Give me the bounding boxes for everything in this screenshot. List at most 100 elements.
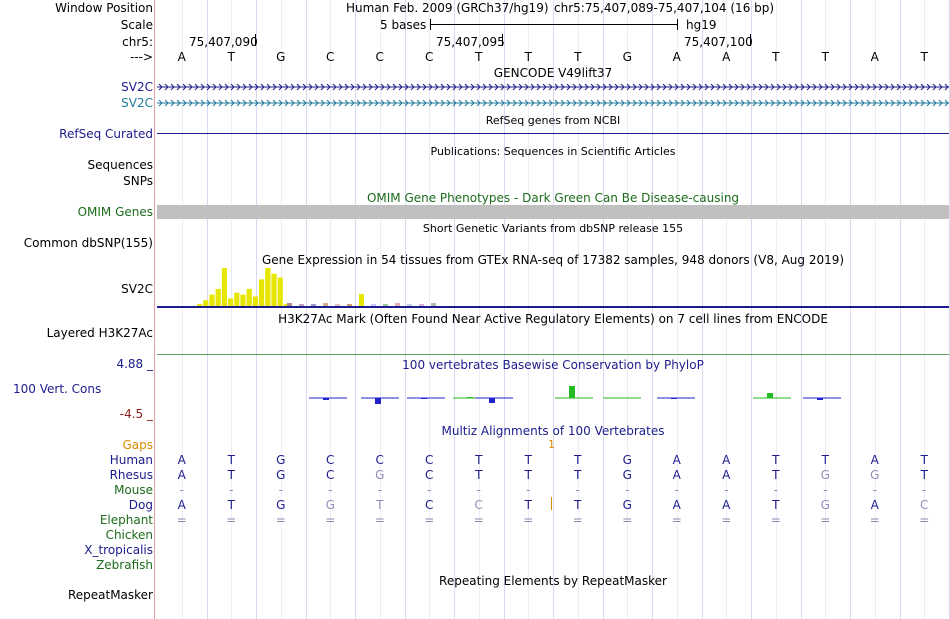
strand-arrow <box>860 99 865 107</box>
strand-arrow <box>716 99 721 107</box>
alignment-base: = <box>523 513 534 527</box>
base-letter: G <box>276 50 286 64</box>
gencode-gene-models[interactable] <box>157 82 949 108</box>
strand-arrow <box>608 99 613 107</box>
phylop-plot[interactable] <box>157 374 949 414</box>
alignment-base: A <box>870 498 879 512</box>
strand-arrow <box>818 83 823 91</box>
alignment-base: = <box>473 513 484 527</box>
strand-arrow <box>422 83 427 91</box>
phylop-label[interactable]: 100 Vert. Cons <box>13 382 102 396</box>
strand-arrow <box>638 99 643 107</box>
strand-arrow <box>590 99 595 107</box>
publications-snps-label[interactable]: SNPs <box>123 174 153 188</box>
dbsnp-label[interactable]: Common dbSNP(155) <box>23 236 153 250</box>
strand-arrow <box>794 99 799 107</box>
strand-arrow <box>176 83 181 91</box>
alignment-base: - <box>773 483 778 497</box>
strand-arrow <box>410 99 415 107</box>
multiz-title: Multiz Alignments of 100 Vertebrates <box>441 424 665 438</box>
strand-arrow <box>614 99 619 107</box>
gene-label-sv2c[interactable]: SV2C <box>121 96 153 110</box>
publications-sequences-label[interactable]: Sequences <box>87 158 153 172</box>
strand-arrow <box>458 99 463 107</box>
species-label[interactable]: Chicken <box>105 528 153 542</box>
alignment-base: T <box>821 453 829 467</box>
strand-arrow <box>260 99 265 107</box>
ruler-tick <box>750 34 751 46</box>
strand-arrow <box>488 99 493 107</box>
species-label[interactable]: Dog <box>128 498 153 512</box>
strand-arrow <box>476 83 481 91</box>
gtex-tissue-bar <box>209 294 215 306</box>
scale-label: Scale <box>120 18 153 32</box>
strand-arrow <box>662 83 667 91</box>
species-label[interactable]: X_tropicalis <box>84 543 153 557</box>
strand-arrow <box>836 99 841 107</box>
strand-arrow <box>560 83 565 91</box>
position-coords[interactable]: chr5:75,407,089-75,407,104 (16 bp) <box>554 1 775 15</box>
species-label[interactable]: Mouse <box>114 483 153 497</box>
strand-arrow <box>230 83 235 91</box>
strand-arrow <box>854 83 859 91</box>
species-label[interactable]: Elephant <box>99 513 153 527</box>
gene-label-sv2c[interactable]: SV2C <box>121 80 153 94</box>
strand-arrow <box>764 83 769 91</box>
grid-line <box>775 0 777 619</box>
strand-arrow <box>512 99 517 107</box>
strand-arrow <box>932 83 937 91</box>
h3k27ac-title: H3K27Ac Mark (Often Found Near Active Re… <box>278 312 828 326</box>
gtex-tissue-bar <box>299 304 304 306</box>
gaps-label: Gaps <box>122 438 153 452</box>
base-letter: C <box>425 50 434 64</box>
strand-arrow <box>758 83 763 91</box>
strand-arrow <box>704 99 709 107</box>
strand-arrow <box>818 99 823 107</box>
h3k27ac-label[interactable]: Layered H3K27Ac <box>46 326 153 340</box>
species-label[interactable]: Zebrafish <box>96 558 153 572</box>
grid-line <box>429 0 431 619</box>
strand-arrow <box>548 83 553 91</box>
strand-arrow <box>674 83 679 91</box>
strand-arrow <box>194 99 199 107</box>
alignment-base: C <box>425 468 434 482</box>
strand-arrow <box>530 99 535 107</box>
gtex-expression-plot[interactable] <box>157 266 949 310</box>
repeatmasker-label[interactable]: RepeatMasker <box>67 588 153 602</box>
alignment-base: T <box>227 498 235 512</box>
species-label[interactable]: Human <box>109 453 153 467</box>
strand-arrow <box>512 83 517 91</box>
publications-title: Publications: Sequences in Scientific Ar… <box>430 145 676 158</box>
omim-gene-bar[interactable] <box>157 205 949 219</box>
alignment-base: = <box>721 513 732 527</box>
strand-arrow <box>374 99 379 107</box>
strand-arrow <box>938 99 943 107</box>
strand-arrow <box>902 83 907 91</box>
strand-arrow <box>344 83 349 91</box>
strand-arrow <box>404 83 409 91</box>
gtex-tissue-bar <box>228 298 234 306</box>
strand-arrow <box>830 83 835 91</box>
strand-arrow <box>938 83 943 91</box>
strand-arrow <box>650 99 655 107</box>
gtex-label[interactable]: SV2C <box>121 282 153 296</box>
gtex-tissue-bar <box>383 304 388 306</box>
omim-label[interactable]: OMIM Genes <box>77 205 153 219</box>
refseq-gene-line[interactable] <box>157 133 949 134</box>
strand-arrow <box>686 83 691 91</box>
strand-arrow <box>296 99 301 107</box>
alignment-base: - <box>229 483 234 497</box>
alignment-base: - <box>278 483 283 497</box>
alignment-base: = <box>869 513 880 527</box>
strand-arrow <box>674 99 679 107</box>
refseq-label[interactable]: RefSeq Curated <box>59 127 153 141</box>
strand-arrow <box>926 83 931 91</box>
species-label[interactable]: Rhesus <box>109 468 153 482</box>
ruler-tick-label: 75,407,100 <box>684 35 753 49</box>
h3k27ac-baseline <box>157 354 949 355</box>
strand-arrow <box>578 83 583 91</box>
strand-arrow <box>308 99 313 107</box>
strand-arrow <box>806 83 811 91</box>
strand-arrow <box>872 99 877 107</box>
